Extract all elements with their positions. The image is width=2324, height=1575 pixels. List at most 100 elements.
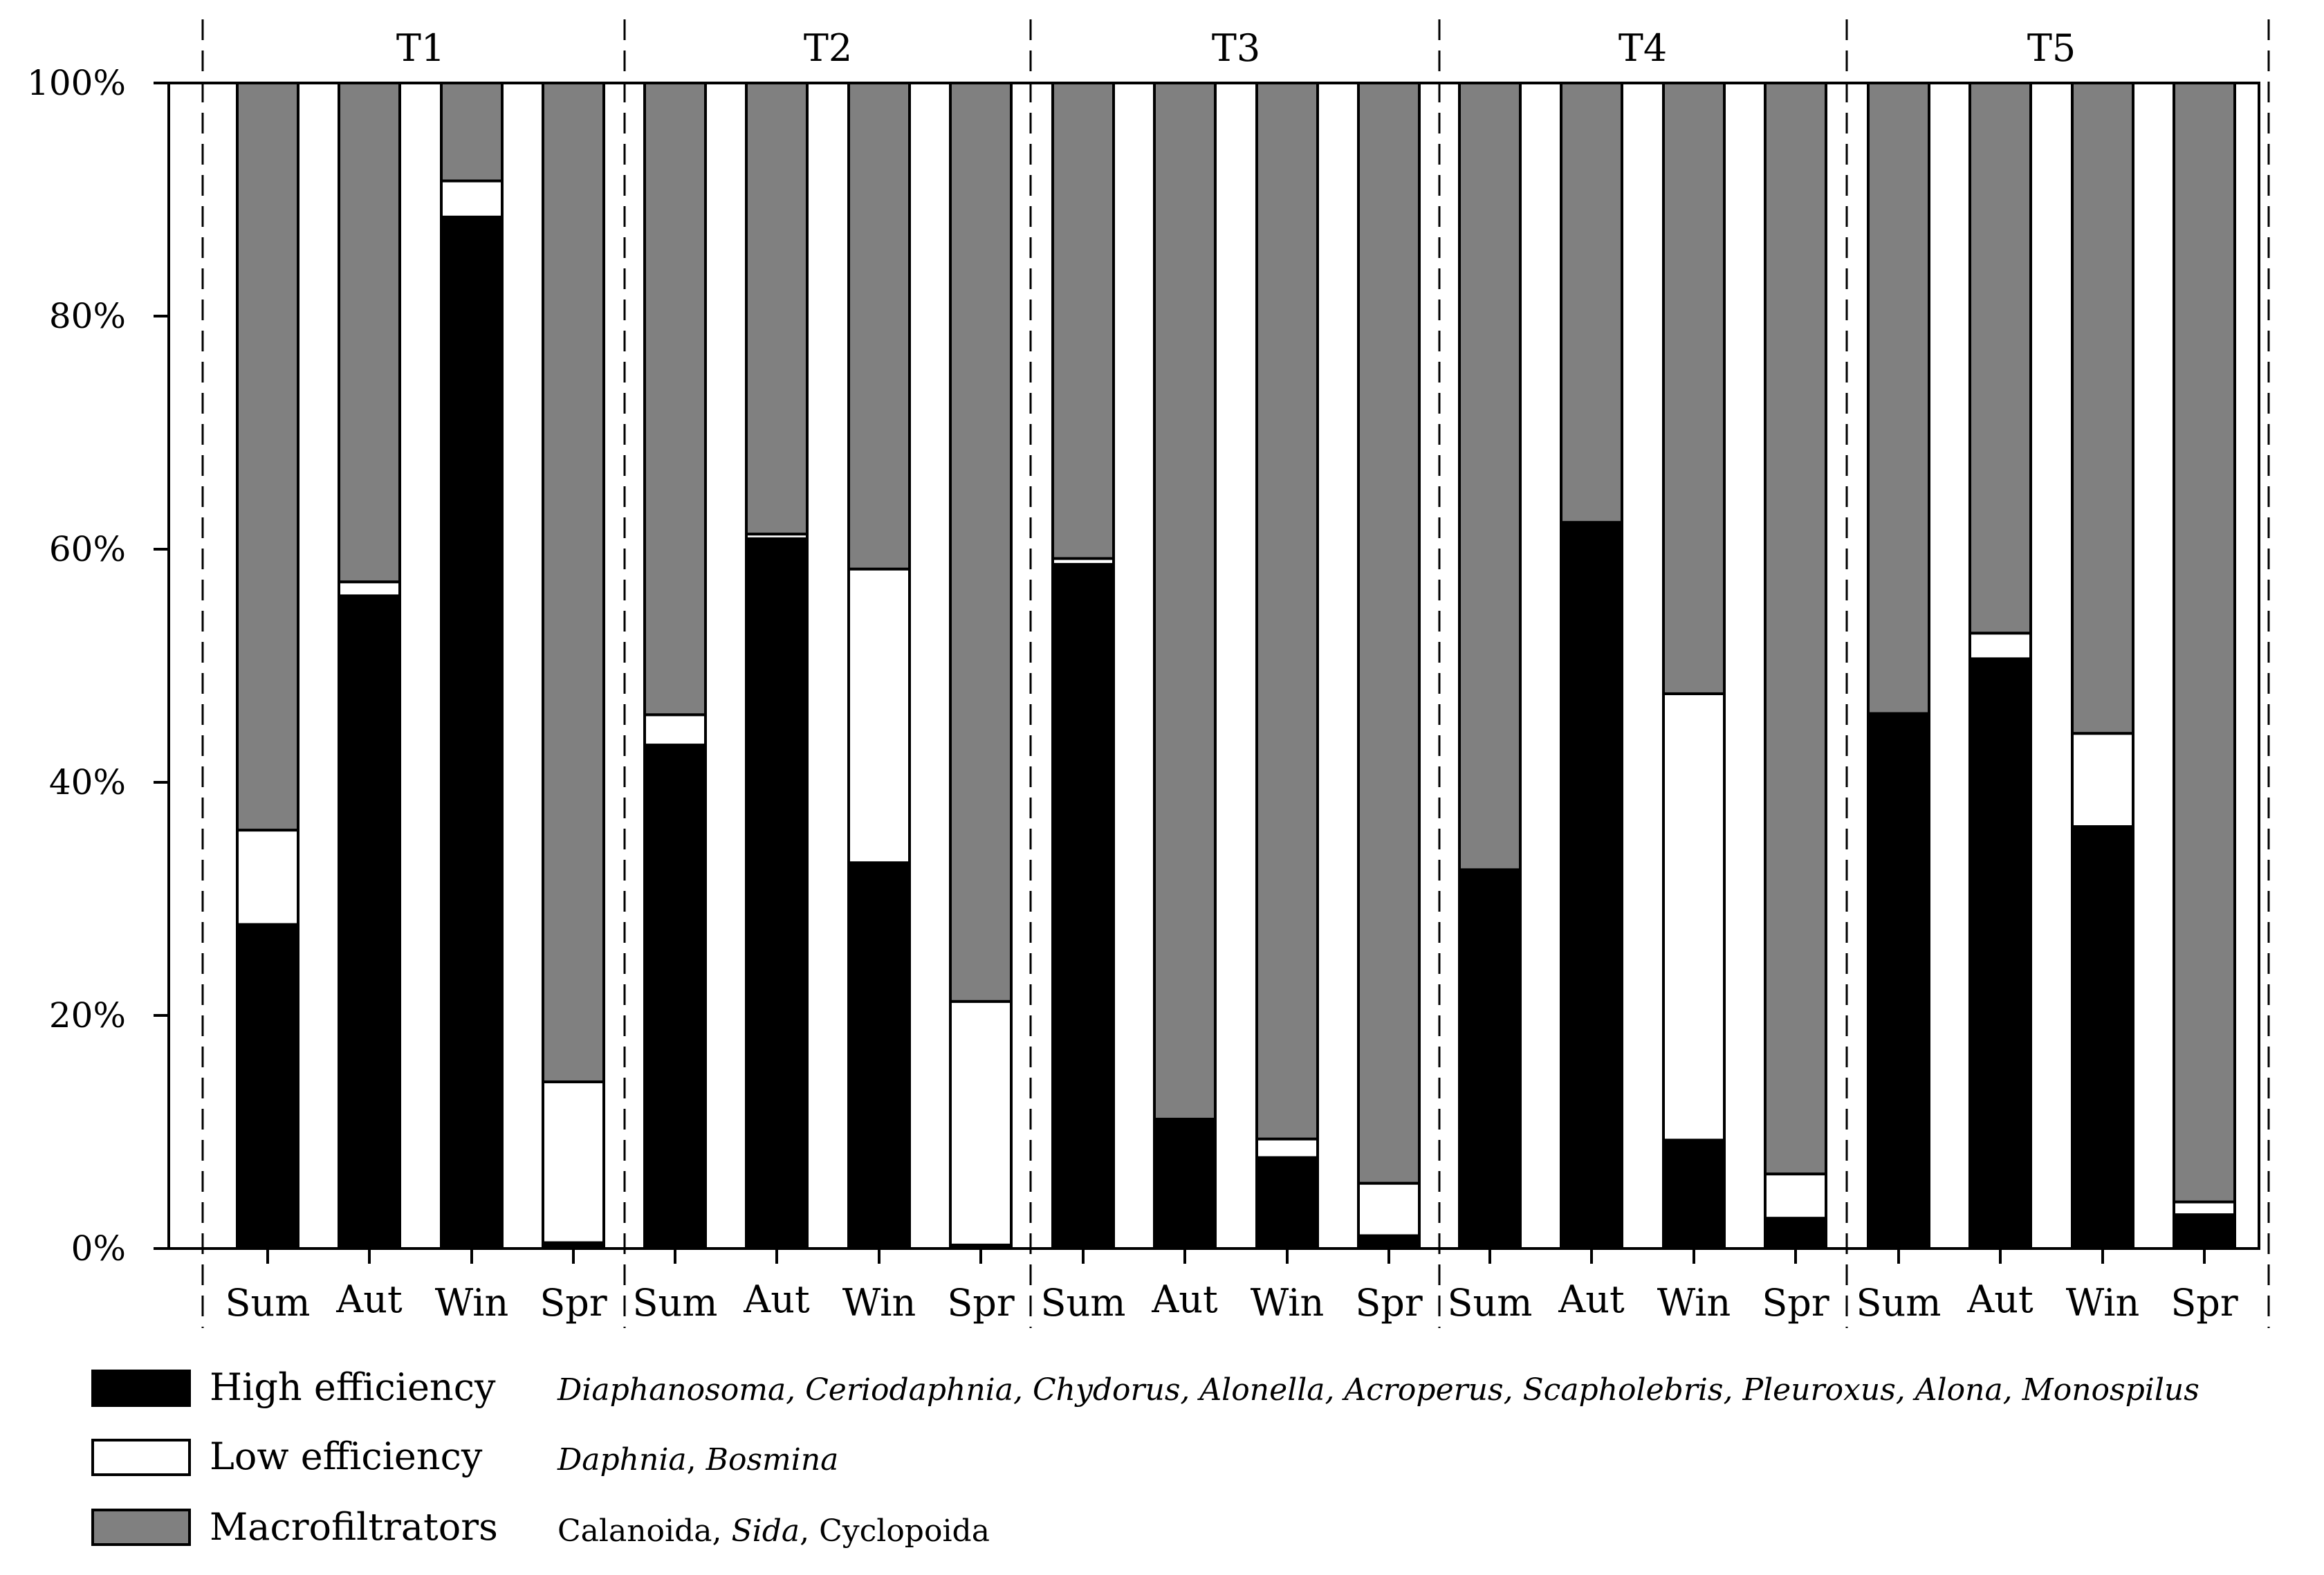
bar-t2-aut-series-2 bbox=[745, 82, 809, 536]
y-tick-label-4: 80% bbox=[49, 296, 126, 336]
legend-taxa-separator: , bbox=[687, 1442, 706, 1477]
y-axis: 0% 20% 40% 60% 80% 100% bbox=[27, 63, 169, 1269]
bar-t5-sum-series-0 bbox=[1867, 712, 1930, 1250]
season-label-t3-spr: Spr bbox=[1355, 1281, 1423, 1325]
legend-label-macrofiltrators: Macrofiltrators bbox=[210, 1505, 498, 1549]
season-label-t5-aut: Aut bbox=[1966, 1278, 2034, 1321]
season-label-t4-sum: Sum bbox=[1448, 1281, 1533, 1325]
bar-t3-aut-series-2 bbox=[1153, 82, 1217, 1121]
season-label-t1-sum: Sum bbox=[225, 1281, 311, 1325]
bar-t2-sum-series-1 bbox=[643, 713, 707, 747]
season-label-t3-sum: Sum bbox=[1041, 1281, 1126, 1325]
season-labels: Sum Aut Win Spr Sum Aut Win Spr Sum Aut Win Spr Sum A… bbox=[225, 1249, 2238, 1325]
bar-t2-spr-series-1 bbox=[949, 1000, 1013, 1246]
bar-t5-aut-series-2 bbox=[1968, 82, 2032, 635]
bar-t5-win-series-0 bbox=[2071, 825, 2134, 1250]
season-label-t5-spr: Spr bbox=[2170, 1281, 2238, 1325]
bar-t2-aut-series-0 bbox=[745, 537, 809, 1251]
season-label-t5-sum: Sum bbox=[1856, 1281, 1942, 1325]
group-label-t3: T3 bbox=[1212, 26, 1260, 70]
legend-taxa-high-efficiency: Diaphanosoma, Ceriodaphnia, Chydorus, Al… bbox=[557, 1372, 2200, 1408]
legend-label-low-efficiency: Low efficiency bbox=[210, 1435, 483, 1478]
group-labels: T1 T2 T3 T4 T5 bbox=[396, 26, 2076, 70]
bar-t3-win-series-1 bbox=[1255, 1137, 1319, 1159]
legend: High efficiency Diaphanosoma, Ceriodaphn… bbox=[91, 1365, 2200, 1549]
season-label-t4-spr: Spr bbox=[1762, 1281, 1829, 1325]
legend-label-high-efficiency: High efficiency bbox=[210, 1365, 496, 1409]
bar-t1-aut-series-2 bbox=[338, 82, 401, 584]
season-label-t4-aut: Aut bbox=[1558, 1278, 1625, 1321]
bar-t3-win-series-0 bbox=[1255, 1156, 1319, 1250]
plot-frame bbox=[167, 82, 2260, 1250]
bar-t3-spr-series-1 bbox=[1357, 1181, 1421, 1237]
bar-t5-aut-series-1 bbox=[1968, 632, 2032, 661]
bar-t4-spr-series-1 bbox=[1764, 1172, 1827, 1220]
bar-stacks bbox=[236, 82, 2236, 1251]
bar-t3-aut-series-0 bbox=[1153, 1117, 1217, 1250]
bar-t1-win-series-2 bbox=[440, 82, 504, 183]
bar-t4-sum-series-2 bbox=[1458, 82, 1522, 872]
legend-taxa-macrofiltrators: Calanoida, Sida, Cyclopoida bbox=[557, 1513, 990, 1549]
bar-t1-sum-series-0 bbox=[236, 923, 299, 1250]
plot-frame-rect bbox=[167, 82, 2260, 1250]
y-tick-label-0: 0% bbox=[71, 1228, 126, 1269]
bar-t1-spr-series-2 bbox=[542, 82, 605, 1084]
season-label-t3-aut: Aut bbox=[1151, 1278, 1218, 1321]
season-label-t5-win: Win bbox=[2066, 1281, 2140, 1325]
bar-t5-sum-series-2 bbox=[1867, 82, 1930, 715]
bar-t1-aut-series-0 bbox=[338, 594, 401, 1250]
bar-t4-aut-series-0 bbox=[1560, 521, 1623, 1250]
y-tick-label-2: 40% bbox=[49, 762, 126, 802]
bar-t4-win-series-0 bbox=[1662, 1139, 1726, 1251]
bar-t2-win-series-1 bbox=[847, 567, 911, 865]
group-dividers bbox=[201, 19, 2270, 1328]
bar-t4-sum-series-0 bbox=[1458, 868, 1522, 1250]
legend-taxa-sida: Sida bbox=[731, 1513, 800, 1549]
legend-taxa-daphnia: Daphnia bbox=[557, 1442, 687, 1477]
bar-t2-win-series-0 bbox=[847, 861, 911, 1250]
bar-t2-spr-series-2 bbox=[949, 82, 1013, 1003]
bar-t1-aut-series-1 bbox=[338, 580, 401, 598]
bar-t5-aut-series-0 bbox=[1968, 657, 2032, 1250]
bar-t1-sum-series-2 bbox=[236, 82, 299, 832]
bar-t5-spr-series-2 bbox=[2173, 82, 2236, 1204]
group-label-t2: T2 bbox=[804, 26, 852, 70]
season-label-t3-win: Win bbox=[1251, 1281, 1325, 1325]
bar-t3-sum-series-2 bbox=[1051, 82, 1115, 560]
bar-t1-win-series-1 bbox=[440, 179, 504, 219]
legend-swatch-low-efficiency bbox=[91, 1439, 191, 1476]
bar-t5-win-series-1 bbox=[2071, 732, 2134, 829]
season-label-t2-sum: Sum bbox=[633, 1281, 718, 1325]
bar-t2-sum-series-2 bbox=[643, 82, 707, 717]
legend-taxa-high-efficiency-text: Diaphanosoma, Ceriodaphnia, Chydorus, Al… bbox=[557, 1372, 2200, 1408]
bar-t5-win-series-2 bbox=[2071, 82, 2134, 735]
bar-t4-aut-series-2 bbox=[1560, 82, 1623, 524]
group-label-t1: T1 bbox=[396, 26, 445, 70]
bar-t3-spr-series-0 bbox=[1357, 1234, 1421, 1250]
season-label-t2-spr: Spr bbox=[947, 1281, 1015, 1325]
group-label-t4: T4 bbox=[1618, 26, 1667, 70]
bar-t1-win-series-0 bbox=[440, 215, 504, 1250]
bar-t3-win-series-2 bbox=[1255, 82, 1319, 1141]
legend-taxa-calanoida: Calanoida, bbox=[557, 1513, 731, 1549]
season-label-t1-spr: Spr bbox=[540, 1281, 607, 1325]
bar-t4-spr-series-2 bbox=[1764, 82, 1827, 1176]
season-label-t2-win: Win bbox=[842, 1281, 916, 1325]
season-label-t4-win: Win bbox=[1657, 1281, 1731, 1325]
legend-taxa-bosmina: Bosmina bbox=[706, 1442, 839, 1477]
bar-t1-sum-series-1 bbox=[236, 829, 299, 926]
legend-swatch-high-efficiency bbox=[91, 1370, 191, 1407]
bar-t4-spr-series-0 bbox=[1764, 1217, 1827, 1250]
bar-t3-spr-series-2 bbox=[1357, 82, 1421, 1185]
bar-t5-spr-series-1 bbox=[2173, 1200, 2236, 1217]
bar-t2-win-series-2 bbox=[847, 82, 911, 571]
y-tick-label-5: 100% bbox=[27, 63, 126, 103]
bar-t5-spr-series-0 bbox=[2173, 1213, 2236, 1251]
bar-t2-sum-series-0 bbox=[643, 744, 707, 1250]
season-label-t1-win: Win bbox=[435, 1281, 509, 1325]
season-label-t2-aut: Aut bbox=[743, 1278, 810, 1321]
bar-t3-sum-series-0 bbox=[1051, 562, 1115, 1250]
bar-t4-win-series-1 bbox=[1662, 692, 1726, 1142]
